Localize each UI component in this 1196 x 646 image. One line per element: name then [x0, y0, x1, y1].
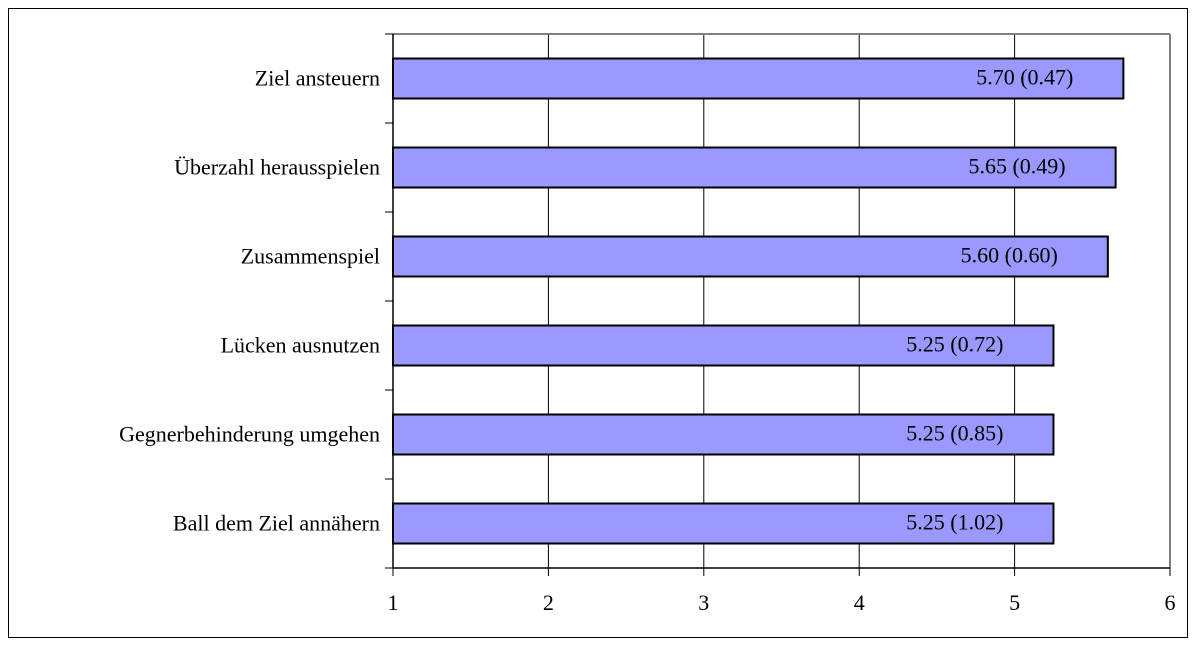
- data-label: 5.25 (0.72): [906, 332, 1003, 357]
- bar: [392, 502, 1055, 545]
- bar: [392, 146, 1117, 189]
- x-tick-label: 5: [1009, 590, 1020, 615]
- data-label: 5.25 (0.85): [906, 421, 1003, 446]
- category-label: Ball dem Ziel annähern: [173, 511, 380, 536]
- category-label: Ziel ansteuern: [255, 66, 380, 91]
- category-label: Zusammenspiel: [241, 244, 380, 269]
- data-label: 5.65 (0.49): [968, 154, 1065, 179]
- bar-chart: 5.70 (0.47) Ziel ansteuern 5.65 (0.49) Über…: [119, 33, 1176, 615]
- data-label: 5.25 (1.02): [906, 510, 1003, 535]
- x-tick-label: 4: [854, 590, 865, 615]
- category-label: Lücken ausnutzen: [221, 333, 380, 358]
- bar: [392, 413, 1055, 456]
- bars: [392, 57, 1125, 545]
- axes: [385, 33, 1171, 576]
- data-label: 5.60 (0.60): [961, 243, 1058, 268]
- grid-lines: [393, 33, 1171, 568]
- x-tick-label: 6: [1165, 590, 1176, 615]
- category-label: Überzahl herausspielen: [174, 155, 380, 180]
- x-tick-label: 2: [543, 590, 554, 615]
- category-label: Gegnerbehinderung umgehen: [119, 422, 380, 447]
- chart-frame: 5.70 (0.47) Ziel ansteuern 5.65 (0.49) Über…: [8, 8, 1188, 638]
- data-label: 5.70 (0.47): [976, 65, 1073, 90]
- labels: 5.70 (0.47) Ziel ansteuern 5.65 (0.49) Über…: [119, 65, 1175, 615]
- bar: [392, 235, 1109, 278]
- x-tick-label: 1: [388, 590, 399, 615]
- x-tick-label: 3: [698, 590, 709, 615]
